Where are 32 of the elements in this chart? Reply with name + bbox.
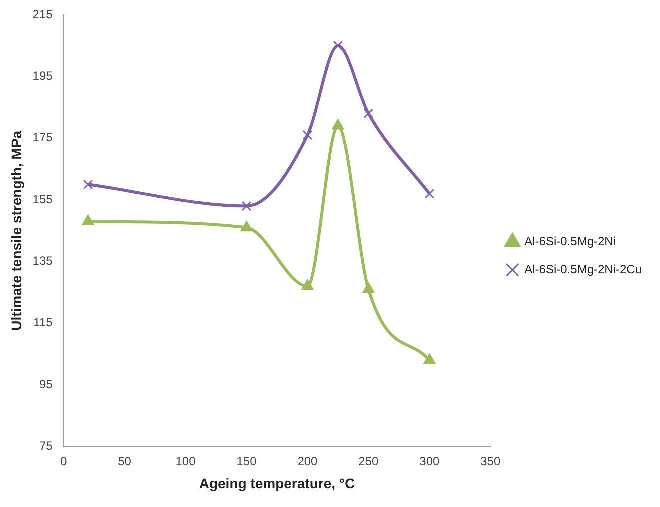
x-tick-label: 50 xyxy=(118,454,132,468)
x-tick-label: 300 xyxy=(420,454,440,468)
y-axis-title: Ultimate tensile strength, MPa xyxy=(8,130,24,331)
legend-label: Al-6Si-0.5Mg-2Ni xyxy=(524,234,616,248)
y-tick-label: 75 xyxy=(39,439,54,454)
x-tick-label: 150 xyxy=(236,454,258,468)
y-tick-label: 115 xyxy=(34,316,54,330)
y-tick-label: 135 xyxy=(32,254,54,268)
x-axis-title: Ageing temperature, °C xyxy=(199,475,356,492)
x-tick-label: 200 xyxy=(298,454,318,468)
point xyxy=(424,354,436,364)
point xyxy=(424,188,435,199)
point xyxy=(302,280,314,290)
point xyxy=(332,119,344,130)
y-tick-label: 155 xyxy=(32,192,54,206)
x-tick-label: 100 xyxy=(176,454,196,468)
point xyxy=(362,282,375,294)
point xyxy=(240,221,253,232)
point xyxy=(364,108,374,119)
point xyxy=(82,214,94,226)
point xyxy=(242,201,252,212)
point xyxy=(83,180,94,190)
point xyxy=(333,40,344,51)
y-tick-label: 215 xyxy=(32,7,54,22)
legend-label: Al-6Si-0.5Mg-2Ni-2Cu xyxy=(524,262,642,276)
x-tick-label: 250 xyxy=(358,454,380,468)
x-tick-label: 350 xyxy=(480,454,501,468)
x-tick-label: 0 xyxy=(60,454,68,468)
y-tick-label: 175 xyxy=(32,130,54,145)
y-tick-label: 195 xyxy=(32,69,54,83)
point xyxy=(302,130,313,140)
y-tick-label: 95 xyxy=(39,377,54,392)
